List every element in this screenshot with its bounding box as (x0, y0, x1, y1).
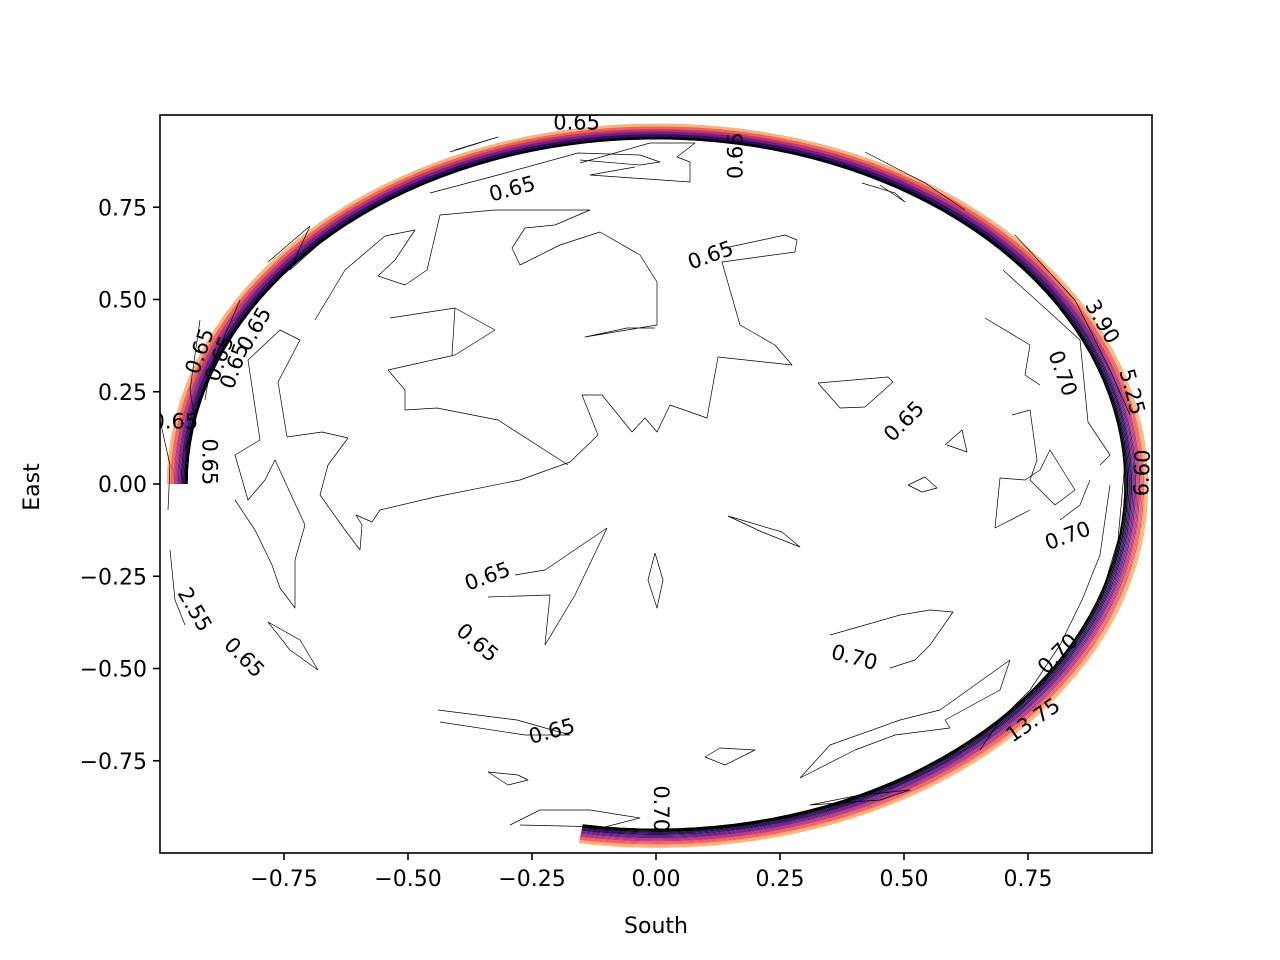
rim-contour-line (180, 133, 1133, 836)
contour-line (429, 152, 661, 194)
rim-contour-line (172, 127, 1142, 843)
rim-contour-line (184, 136, 1129, 833)
contour-line (509, 809, 641, 828)
contour-line (1059, 479, 1091, 521)
x-tick-label: 0.50 (880, 867, 929, 892)
contour-line (487, 771, 529, 786)
contour-line (817, 376, 894, 409)
x-axis: −0.75 −0.50 −0.25 0.00 0.25 0.50 0.75 (250, 853, 1052, 892)
contour-line (1002, 269, 1111, 466)
y-axis: 0.75 0.50 0.25 0.00 −0.25 −0.50 −0.75 (80, 196, 160, 775)
x-axis-label: South (624, 914, 688, 939)
rim-contour-line (181, 134, 1131, 835)
contour-line (984, 317, 1041, 386)
contour-label: 0.65 (723, 132, 747, 179)
rim-contour-line (170, 126, 1145, 845)
rim-contour-line (185, 137, 1127, 831)
x-tick-label: −0.25 (498, 867, 565, 892)
contour-line (169, 549, 186, 626)
y-tick-label: 0.00 (98, 473, 147, 498)
y-axis-label: East (20, 463, 45, 511)
contour-line (1099, 461, 1126, 601)
y-tick-label: 0.25 (98, 381, 147, 406)
contour-line (234, 329, 306, 609)
contour-line (487, 527, 608, 646)
x-tick-label: 0.25 (756, 867, 805, 892)
y-tick-label: −0.50 (80, 658, 147, 683)
contour-line (437, 709, 571, 736)
x-tick-label: −0.50 (374, 867, 441, 892)
contour-line (579, 142, 696, 183)
contour-line (286, 234, 798, 551)
contour-line (184, 319, 201, 451)
contour-line (451, 307, 456, 356)
contour-line (514, 527, 608, 576)
interior-contour-lines (160, 136, 1131, 828)
contour-line (704, 747, 756, 766)
rim-contour-line (173, 128, 1141, 842)
contour-line (387, 307, 569, 466)
x-tick-label: −0.75 (250, 867, 317, 892)
rim-contour-line (176, 130, 1138, 840)
rim-contour-line (169, 125, 1146, 846)
y-tick-label: 0.75 (98, 196, 147, 221)
y-tick-label: 0.50 (98, 289, 147, 314)
y-tick-label: −0.25 (80, 565, 147, 590)
contour-label: 0.65 (553, 110, 600, 134)
rim-edge-line (186, 137, 1126, 831)
contour-line (864, 151, 966, 211)
contour-line (727, 515, 801, 548)
rim-contour-line (177, 131, 1137, 839)
contour-line (979, 484, 1111, 751)
contour-line (160, 419, 171, 511)
rim-contour-line (166, 123, 1149, 848)
rim-contour-line (178, 132, 1135, 838)
contour-line (267, 621, 319, 671)
contour-line (829, 609, 954, 669)
x-tick-label: 0.75 (1004, 867, 1053, 892)
contour-line (1014, 234, 1131, 416)
contour-line (314, 209, 658, 338)
rim-contour-line (174, 129, 1139, 841)
contour-line (907, 476, 938, 493)
contour-line (204, 299, 241, 401)
contour-label: 0.65 (152, 409, 199, 433)
x-tick-label: 0.00 (632, 867, 681, 892)
rim-contour-line (182, 135, 1130, 834)
contour-line (944, 429, 968, 453)
contour-line (799, 659, 1011, 779)
contour-line (449, 136, 499, 153)
contour-label: 0.65 (198, 439, 222, 486)
contour-line (809, 789, 911, 806)
contour-line (994, 409, 1076, 529)
rim-contour-line (171, 126, 1143, 844)
rim-contour-line (179, 133, 1134, 837)
y-tick-label: −0.75 (80, 750, 147, 775)
contour-line (647, 552, 664, 609)
contour-line (861, 182, 906, 203)
contour-label: 0.70 (649, 785, 673, 832)
contour-label: 6.60 (1129, 449, 1155, 497)
contour-line (267, 225, 319, 271)
